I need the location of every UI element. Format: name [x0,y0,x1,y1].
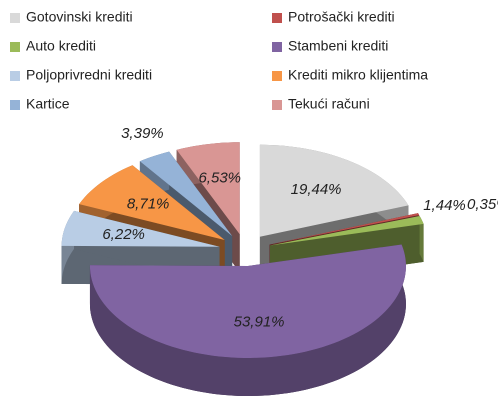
data-label: 53,91% [234,314,285,331]
legend-label: Tekući računi [288,96,370,112]
slice-top [176,142,240,235]
slice-top [139,151,233,236]
legend-swatch [272,42,282,52]
data-label: 0,35% [467,196,498,213]
legend-swatch [10,71,20,81]
data-label: 3,39% [121,125,164,142]
slice-top [269,215,424,246]
legend-swatch [272,13,282,23]
slice-top [89,244,406,359]
data-label: 6,53% [198,169,241,186]
legend-label: Auto krediti [26,38,96,54]
legend-swatch [10,100,20,110]
legend-label: Krediti mikro klijentima [288,67,428,83]
legend-swatch [272,71,282,81]
legend-swatch [272,100,282,110]
legend-label: Kartice [26,96,70,112]
data-label: 6,22% [102,226,145,243]
data-label: 19,44% [291,181,342,198]
legend-swatch [10,42,20,52]
slice [89,244,406,397]
slice-top [269,213,420,245]
legend-swatch [10,13,20,23]
legend-label: Potrošački krediti [288,9,395,25]
slice-top [61,210,220,247]
slice-side [89,244,406,397]
legend-label: Stambeni krediti [288,38,388,54]
slice-side [419,215,424,262]
legend-label: Poljoprivredni krediti [26,67,152,83]
slice-top [79,165,225,240]
slice-top [259,144,409,237]
data-label: 8,71% [127,195,170,212]
legend-label: Gotovinski krediti [26,9,133,25]
data-label: 1,44% [423,197,466,214]
